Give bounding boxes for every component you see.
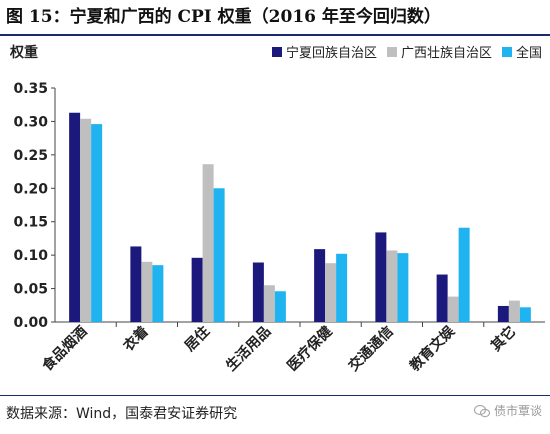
figure-title: 图 15：宁夏和广西的 CPI 权重（2016 年至今回归数） [6, 7, 441, 27]
legend-item-guangxi: 广西壮族自治区 [386, 42, 492, 61]
bar-guangxi [508, 300, 520, 322]
watermark-text: 债市覃谈 [493, 404, 542, 418]
y-axis-label: 权重 [10, 45, 38, 61]
y-tick-label: 0.25 [13, 148, 48, 164]
wechat-icon [473, 404, 491, 418]
source-note: 数据来源：Wind，国泰君安证券研究 [6, 406, 238, 422]
bar-national [274, 291, 286, 322]
y-tick-label: 0.05 [13, 282, 48, 298]
x-category-label: 居住 [181, 323, 213, 355]
bar-guangxi [141, 261, 153, 322]
bar-national [397, 253, 409, 322]
y-tick-label: 0.10 [13, 248, 48, 264]
legend-label-ningxia: 宁夏回族自治区 [285, 46, 377, 61]
bar-ningxia [191, 257, 203, 322]
legend-item-ningxia: 宁夏回族自治区 [271, 42, 377, 61]
bar-national [152, 265, 164, 322]
y-tick-label: 0.00 [13, 315, 48, 331]
x-category-label: 衣着 [120, 323, 152, 355]
x-category-label: 医疗保健 [284, 323, 336, 375]
bar-guangxi [263, 285, 275, 322]
legend-swatch-guangxi [386, 46, 397, 57]
legend-label-guangxi: 广西壮族自治区 [400, 46, 492, 61]
bar-national [519, 307, 531, 322]
y-tick-label: 0.35 [13, 81, 48, 97]
bar-national [91, 124, 103, 322]
bar-guangxi [447, 296, 459, 322]
x-category-label: 交通通信 [345, 323, 397, 375]
legend-swatch-national [501, 46, 512, 57]
y-tick-label: 0.30 [13, 114, 48, 130]
bar-national [213, 188, 225, 322]
bar-ningxia [436, 274, 448, 322]
legend-label-national: 全国 [515, 46, 542, 61]
bar-guangxi [325, 263, 337, 322]
bar-guangxi [80, 118, 92, 322]
watermark: 债市覃谈 [473, 402, 542, 419]
bar-ningxia [69, 112, 81, 322]
bar-national [458, 227, 470, 322]
x-category-label: 其它 [487, 323, 519, 355]
legend-item-national: 全国 [501, 42, 542, 61]
chart-legend: 宁夏回族自治区 广西壮族自治区 全国 [271, 42, 542, 61]
x-category-label: 生活用品 [223, 323, 275, 375]
bar-guangxi [386, 250, 398, 322]
bar-national [336, 253, 348, 322]
y-tick-label: 0.15 [13, 215, 48, 231]
y-tick-label: 0.20 [13, 181, 48, 197]
bar-ningxia [497, 305, 509, 322]
bar-ningxia [130, 246, 142, 322]
legend-swatch-ningxia [271, 46, 282, 57]
source-divider [0, 395, 550, 396]
title-divider [0, 34, 550, 36]
bar-ningxia [252, 262, 264, 322]
bar-ningxia [314, 249, 326, 322]
bar-guangxi [202, 164, 214, 322]
bar-ningxia [375, 232, 387, 322]
x-category-label: 教育文娱 [406, 322, 458, 374]
